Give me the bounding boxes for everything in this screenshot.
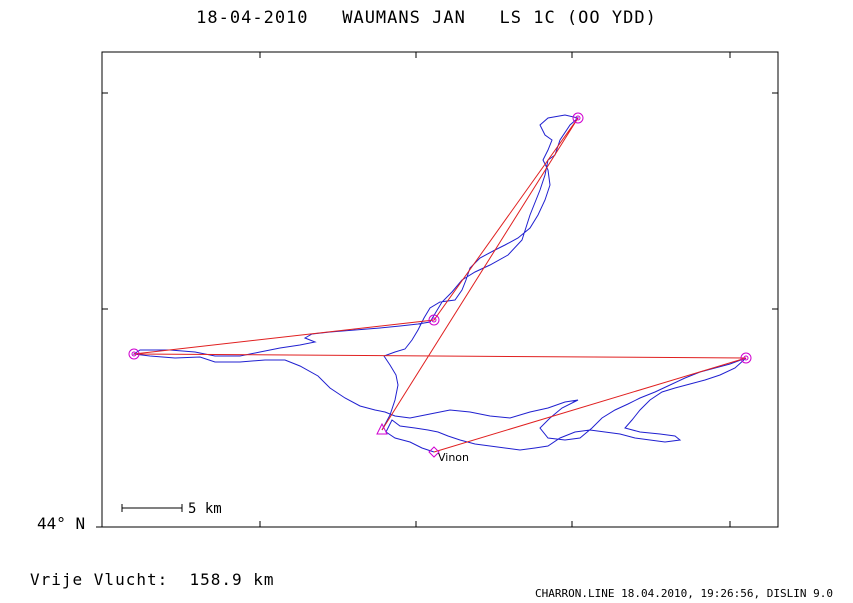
turnpoint-marker-center [575, 115, 581, 121]
finish-marker [428, 446, 440, 458]
chart-title: 18-04-2010 WAUMANS JAN LS 1C (OO YDD) [196, 8, 657, 28]
turnpoint-markers [128, 112, 752, 364]
axis-ticks [96, 52, 778, 528]
turnpoint-marker-center [743, 355, 749, 361]
turnpoint-marker [428, 314, 440, 326]
start-place-label: Vinon [438, 451, 469, 464]
start-marker [376, 422, 388, 435]
turnpoint-marker [128, 348, 140, 360]
start-finish-markers [376, 422, 440, 458]
turnpoint-marker-center [431, 317, 437, 323]
software-stamp: CHARRON.LINE 18.04.2010, 19:26:56, DISLI… [534, 587, 833, 600]
turnpoint-marker [572, 112, 584, 124]
scale-bar: 5 km [121, 501, 222, 517]
latitude-label: 44° N [37, 514, 86, 533]
task-line [133, 117, 747, 453]
plot-frame [101, 51, 779, 528]
flight-track-line [132, 114, 747, 453]
scale-bar-label: 5 km [188, 501, 222, 517]
free-flight-distance: Vrije Vlucht: 158.9 km [30, 570, 275, 589]
turnpoint-marker-center [131, 351, 137, 357]
turnpoint-marker [740, 352, 752, 364]
